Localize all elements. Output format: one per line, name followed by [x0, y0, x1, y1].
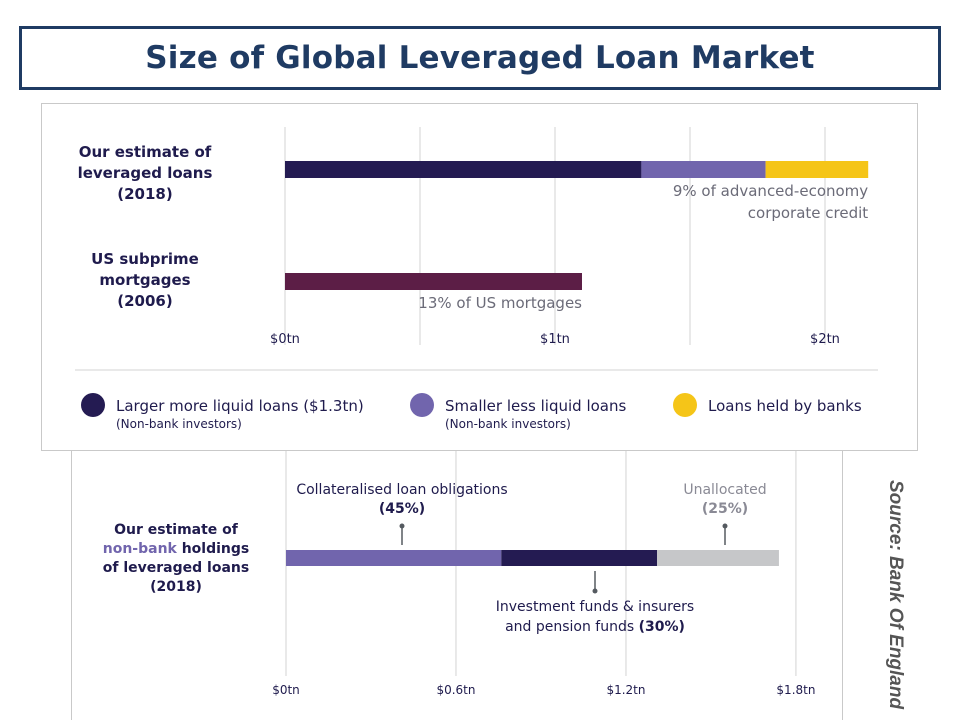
callout-dot	[592, 588, 598, 594]
legend-label: Larger more liquid loans ($1.3tn)	[116, 397, 364, 415]
page-title: Size of Global Leveraged Loan Market	[145, 40, 815, 76]
legend-label: Loans held by banks	[708, 397, 862, 415]
bar-segment	[285, 273, 582, 290]
category-label: (2018)	[150, 579, 202, 595]
category-label: US subprime	[91, 250, 199, 268]
category-label-part: (2018)	[150, 579, 202, 595]
callout-value: (30%)	[639, 619, 685, 635]
bar-segment	[657, 550, 779, 566]
category-label: (2006)	[117, 292, 172, 310]
callout-label: Collateralised loan obligations	[296, 482, 507, 498]
category-label-part: non-bank	[103, 541, 178, 557]
category-label: (2018)	[117, 185, 172, 203]
bar-segment	[765, 161, 869, 178]
category-label-part: Our estimate of	[114, 522, 239, 538]
annotation-label: 9% of advanced-economy	[673, 182, 868, 200]
callout-label: Investment funds & insurers	[496, 599, 694, 615]
x-tick-label: $0tn	[272, 683, 300, 697]
legend-swatch	[673, 393, 697, 417]
annotation-label: 13% of US mortgages	[418, 294, 582, 312]
legend-label: Smaller less liquid loans	[445, 397, 626, 415]
category-label: Our estimate of	[114, 522, 239, 538]
bar-segment	[285, 161, 642, 178]
bar-segment	[641, 161, 766, 178]
category-label: mortgages	[99, 271, 190, 289]
category-label-part: of leveraged loans	[103, 560, 249, 576]
callout-value: (45%)	[379, 501, 425, 517]
x-tick-label: $0tn	[270, 332, 300, 347]
legend-sublabel: (Non-bank investors)	[116, 417, 242, 431]
legend-swatch	[410, 393, 434, 417]
x-tick-label: $2tn	[810, 332, 840, 347]
title-box: Size of Global Leveraged Loan Market	[19, 26, 941, 90]
callout-value: (25%)	[702, 501, 748, 517]
bar-segment	[286, 550, 502, 566]
x-tick-label: $1.2tn	[606, 683, 645, 697]
category-label: leveraged loans	[78, 164, 213, 182]
source-note: Source: Bank Of England	[885, 480, 906, 710]
callout-label-part: and pension funds	[505, 619, 639, 635]
bar-segment	[501, 550, 658, 566]
legend-swatch	[81, 393, 105, 417]
category-label: of leveraged loans	[103, 560, 249, 576]
annotation-label: corporate credit	[748, 204, 869, 222]
category-label-part: holdings	[177, 541, 249, 557]
chart-panel-bottom	[71, 451, 843, 720]
x-tick-label: $1tn	[540, 332, 570, 347]
category-label: Our estimate of	[79, 143, 212, 161]
category-label: non-bank holdings	[103, 541, 250, 557]
legend-sublabel: (Non-bank investors)	[445, 417, 571, 431]
x-tick-label: $1.8tn	[776, 683, 815, 697]
x-tick-label: $0.6tn	[436, 683, 475, 697]
callout-label: and pension funds (30%)	[505, 619, 685, 635]
callout-label: Unallocated	[683, 482, 766, 498]
